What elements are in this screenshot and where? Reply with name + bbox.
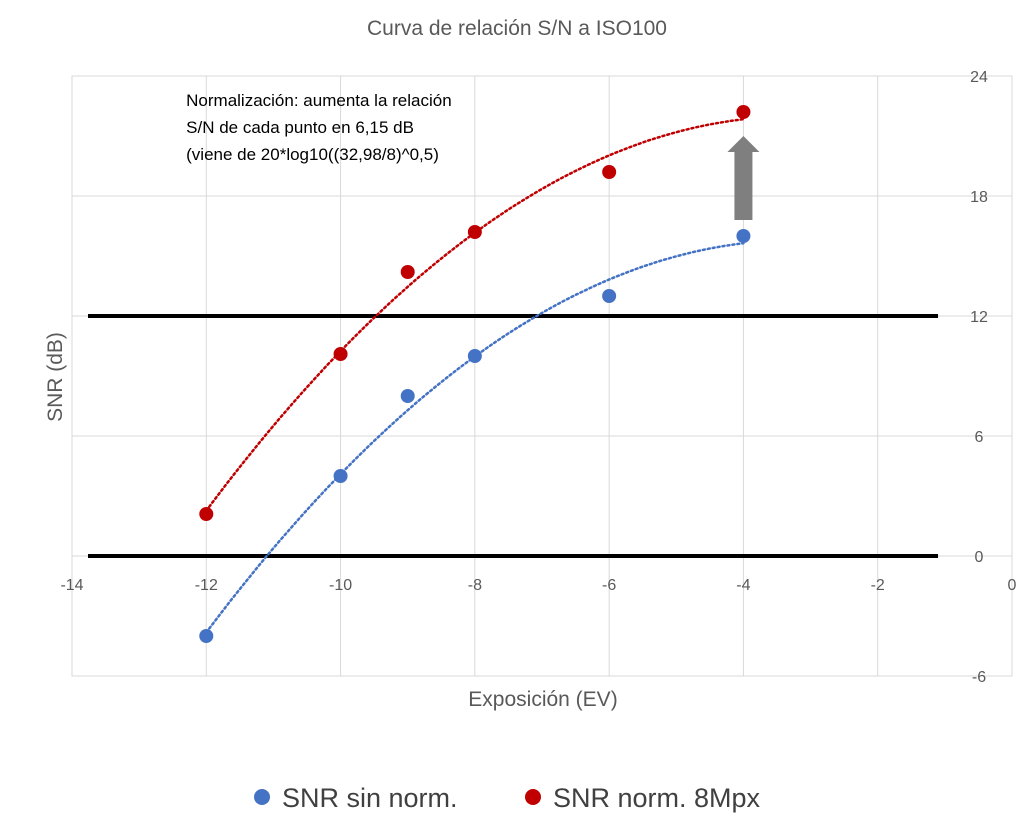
x-tick-label: -12 — [195, 577, 218, 594]
y-tick-label: 6 — [975, 429, 984, 446]
up-arrow-icon — [727, 136, 760, 220]
y-axis-title: SNR (dB) — [44, 332, 67, 422]
data-point-series-0 — [467, 349, 482, 363]
x-tick-label: -14 — [60, 577, 83, 594]
legend-marker-snr-sin-norm — [254, 789, 270, 805]
legend-label-snr-sin-norm: SNR sin norm. — [282, 783, 458, 813]
data-point-series-1 — [467, 225, 482, 239]
y-tick-label: 18 — [970, 189, 988, 206]
data-point-series-0 — [333, 469, 348, 483]
x-axis-title: Exposición (EV) — [468, 688, 617, 711]
y-tick-label: 24 — [970, 69, 988, 86]
plot-area-border — [71, 75, 1013, 677]
chart-title: Curva de relación S/N a ISO100 — [367, 17, 667, 40]
annotation-line: Normalización: aumenta la relación — [186, 91, 452, 110]
legend: SNR sin norm. SNR norm. 8Mpx — [254, 783, 761, 813]
data-point-series-1 — [602, 165, 617, 179]
annotation: Normalización: aumenta la relación S/N de… — [186, 91, 452, 164]
x-tick-label: -10 — [329, 577, 352, 594]
y-tick-label: 0 — [975, 549, 984, 566]
data-point-series-1 — [736, 105, 751, 119]
x-tick-label: -2 — [871, 577, 885, 594]
legend-label-snr-norm-8mpx: SNR norm. 8Mpx — [553, 783, 761, 813]
data-point-series-1 — [199, 507, 214, 521]
data-point-series-0 — [736, 229, 751, 243]
data-point-series-0 — [400, 389, 415, 403]
data-point-series-1 — [400, 265, 415, 279]
annotation-line: S/N de cada punto en 6,15 dB — [186, 118, 414, 137]
reference-lines — [88, 314, 938, 558]
data-point-series-0 — [199, 629, 214, 643]
arrow-layer — [727, 136, 760, 220]
data-points — [199, 105, 751, 643]
y-tick-label: 12 — [970, 309, 988, 326]
y-tick-label: -6 — [972, 669, 986, 686]
x-tick-label: 0 — [1008, 577, 1017, 594]
x-tick-label: -4 — [736, 577, 750, 594]
data-point-series-0 — [602, 289, 617, 303]
annotation-line: (viene de 20*log10((32,98/8)^0,5) — [186, 145, 439, 164]
tick-labels: -14 -12 -10 -8 -6 -4 -2 0 24 18 12 6 0 -6 — [60, 69, 1016, 686]
x-tick-label: -8 — [468, 577, 482, 594]
x-tick-label: -6 — [602, 577, 616, 594]
data-point-series-1 — [333, 347, 348, 361]
legend-marker-snr-norm-8mpx — [525, 789, 541, 805]
